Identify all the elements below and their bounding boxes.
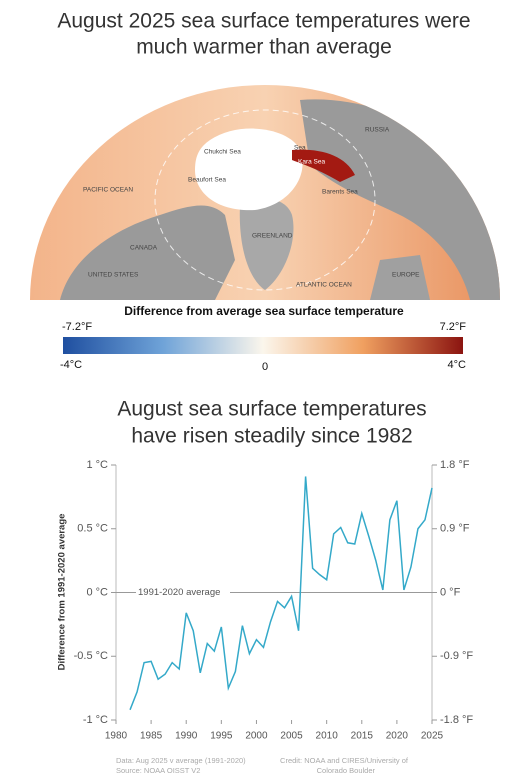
land	[370, 255, 430, 300]
map-label: Sea	[294, 145, 306, 152]
colorbar-title: Difference from average sea surface temp…	[124, 304, 404, 318]
y-tick-label: -1 °C	[83, 714, 108, 726]
x-tick-label: 2005	[280, 731, 303, 742]
map-label: Barents Sea	[322, 189, 358, 196]
y-tick-label: 0.5 °C	[77, 523, 108, 535]
x-tick-label: 2010	[316, 731, 339, 742]
colorbar	[63, 337, 463, 354]
map-label: ATLANTIC OCEAN	[296, 282, 352, 289]
colorbar-label: -4°C	[60, 359, 82, 371]
y2-tick-label: 0.9 °F	[440, 523, 470, 535]
footnote: Data: Aug 2025 v average (1991-2020)	[116, 756, 246, 765]
x-tick-label: 2000	[245, 731, 268, 742]
x-tick-label: 1990	[175, 731, 198, 742]
x-tick-label: 1985	[140, 731, 163, 742]
x-tick-label: 1980	[105, 731, 128, 742]
map-label: Beaufort Sea	[188, 177, 226, 184]
colorbar-label: 0	[262, 361, 268, 373]
x-tick-label: 1995	[210, 731, 233, 742]
y-tick-label: 1 °C	[86, 459, 108, 471]
colorbar-label: 4°C	[448, 359, 467, 371]
x-tick-label: 2020	[386, 731, 409, 742]
x-tick-label: 2015	[351, 731, 374, 742]
map-label: EUROPE	[392, 272, 420, 279]
title-line: much warmer than average	[136, 36, 392, 59]
title-line: August 2025 sea surface temperatures wer…	[57, 10, 470, 33]
chart-title: have risen steadily since 1982	[131, 425, 412, 448]
map-label: Kara Sea	[298, 159, 325, 166]
reference-label: 1991-2020 average	[138, 587, 220, 598]
chart-title: August sea surface temperatures	[117, 398, 426, 421]
circle-66n	[154, 109, 376, 291]
colorbar-label: -7.2°F	[62, 321, 92, 333]
x-tick-label: 2025	[421, 731, 444, 742]
map-label: RUSSIA	[365, 127, 390, 134]
y-tick-label: 0 °C	[86, 586, 108, 598]
map-label: CANADA	[130, 245, 158, 252]
map-label: Chukchi Sea	[204, 149, 241, 156]
map-label: UNITED STATES	[88, 272, 139, 279]
map-label: GREENLAND	[252, 233, 293, 240]
y2-tick-label: -1.8 °F	[440, 714, 473, 726]
land	[60, 205, 235, 300]
footnote: Source: NOAA OISST V2	[116, 766, 200, 775]
y2-tick-label: 1.8 °F	[440, 459, 470, 471]
data-line	[129, 476, 433, 711]
y-axis-label: Difference from 1991-2020 average	[57, 514, 68, 671]
y2-tick-label: -0.9 °F	[440, 650, 473, 662]
hot-spot	[292, 149, 355, 182]
y2-tick-label: 0 °F	[440, 586, 461, 598]
map-label: PACIFIC OCEAN	[83, 187, 133, 194]
footnote: Credit: NOAA and CIRES/University of	[280, 756, 409, 765]
land	[239, 198, 294, 290]
footnote: Colorado Boulder	[317, 766, 376, 775]
colorbar-label: 7.2°F	[440, 321, 467, 333]
y-tick-label: -0.5 °C	[74, 650, 108, 662]
sea-ice	[195, 128, 303, 211]
